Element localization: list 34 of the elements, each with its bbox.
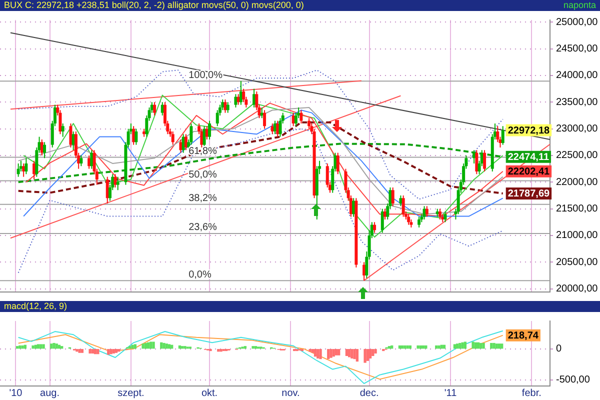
y-tick-label: 0 <box>556 344 562 355</box>
annotation: 0,0% <box>188 269 212 280</box>
x-tick-label: '11 <box>444 388 458 399</box>
annotation: 22202,41 <box>508 166 550 178</box>
annotation: 22474,11 <box>508 152 550 164</box>
chart-title: BUX C: 22972,18 +238,51 boll(20, 2, -2) alligator movs(50, 0) movs(200, 0) <box>4 0 304 11</box>
x-tick-label: nov. <box>282 388 300 399</box>
x-tick-label: '10 <box>9 388 23 399</box>
annotation: 38,2% <box>188 193 218 204</box>
x-tick-label: febr. <box>522 388 542 399</box>
annotation: 21787,69 <box>508 188 550 200</box>
x-tick-label: szept. <box>118 388 144 399</box>
annotation: 50,0% <box>188 170 218 181</box>
annotation: 218,74 <box>508 330 539 342</box>
x-tick-label: okt. <box>201 388 218 399</box>
x-tick-label: aug. <box>40 388 60 399</box>
y-tick-label: 23000,00 <box>556 124 598 135</box>
chart-title: macd(12, 26, 9) <box>4 301 68 312</box>
y-tick-label: 24500,00 <box>556 44 598 55</box>
annotation: 22972,18 <box>508 126 550 137</box>
y-tick-label: 22000,00 <box>556 176 598 188</box>
y-tick-label: 22500,00 <box>556 150 598 162</box>
annotation: 23,6% <box>188 222 218 234</box>
y-tick-label: 20500,00 <box>556 256 598 268</box>
y-tick-label: 24000,00 <box>556 70 598 82</box>
y-tick-label: -500,00 <box>556 374 590 386</box>
text: naponta <box>563 0 596 11</box>
y-tick-label: 21000,00 <box>556 230 598 242</box>
annotation: 100,0% <box>188 70 223 81</box>
x-tick-label: dec. <box>360 388 379 399</box>
y-tick-label: 23500,00 <box>556 96 598 108</box>
y-tick-label: 21500,00 <box>556 204 598 215</box>
y-tick-label: 25000,00 <box>556 16 598 28</box>
y-tick-label: 20000,00 <box>556 284 598 295</box>
